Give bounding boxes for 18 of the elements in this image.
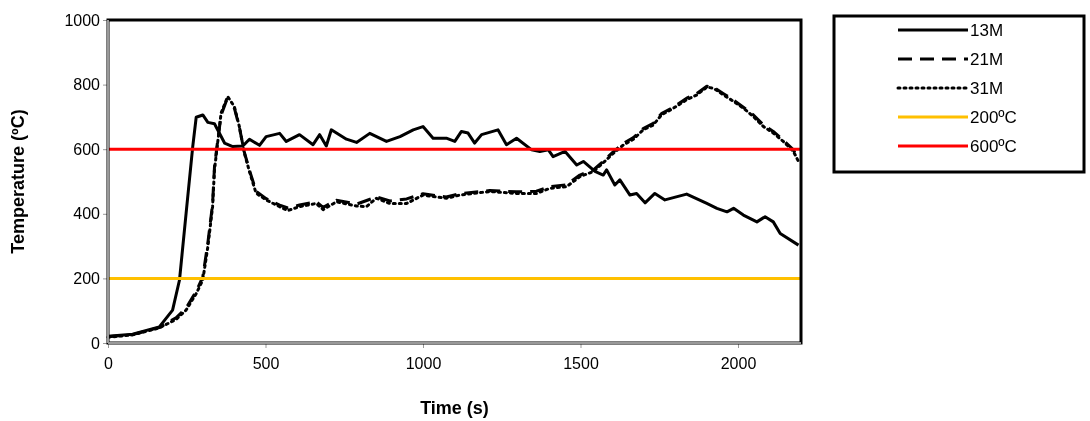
y-tick-label: 1000	[64, 11, 101, 29]
y-tick-label: 600	[73, 140, 101, 158]
x-tick-label: 500	[252, 354, 280, 372]
y-tick-label: 200	[73, 270, 101, 288]
x-tick-label: 1500	[563, 354, 599, 372]
y-tick-label: 800	[73, 76, 101, 94]
legend-label: 200ºC	[970, 108, 1017, 127]
x-axis-title: Time (s)	[420, 398, 489, 418]
x-tick-label: 2000	[720, 354, 757, 372]
x-tick-label: 1000	[405, 354, 442, 372]
y-tick-label: 0	[91, 334, 101, 352]
legend-label: 21M	[970, 50, 1004, 69]
x-tick-label: 0	[104, 354, 114, 372]
y-axis-title: Temperature (ºC)	[8, 109, 28, 254]
legend-label: 600ºC	[970, 137, 1017, 156]
legend-label: 31M	[970, 79, 1004, 98]
y-tick-label: 400	[73, 205, 101, 223]
legend-label: 13M	[970, 21, 1004, 40]
